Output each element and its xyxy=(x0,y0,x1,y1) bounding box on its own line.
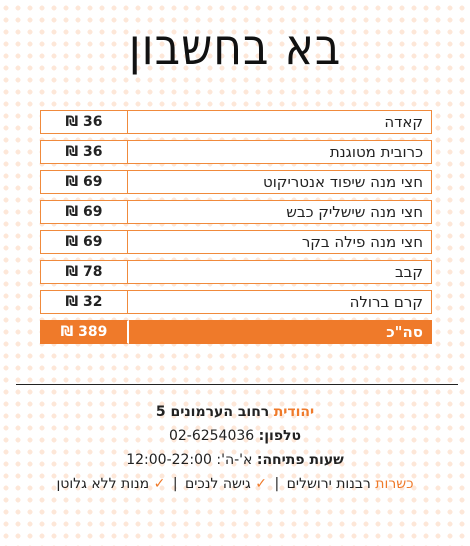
table-row: קאדה 36 ₪ xyxy=(40,110,432,134)
item-price: 69 ₪ xyxy=(40,170,127,194)
phone-line: טלפון: 02-6254036 xyxy=(0,424,470,448)
item-name: חצי מנה פילה בקר xyxy=(127,230,432,254)
item-price: 32 ₪ xyxy=(40,290,127,314)
page-title: בא בחשבון xyxy=(128,18,342,77)
address-line: יהודית רחוב הערמונים 5 xyxy=(0,400,470,424)
total-price: 389 ₪ xyxy=(40,320,129,344)
table-row: חצי מנה שיפוד אנטריקוט 69 ₪ xyxy=(40,170,432,194)
table-row: חצי מנה שישליק כבש 69 ₪ xyxy=(40,200,432,224)
restaurant-info: יהודית רחוב הערמונים 5 טלפון: 02-6254036… xyxy=(0,400,470,496)
item-name: קרם ברולה xyxy=(127,290,432,314)
phone-label: טלפון: xyxy=(258,428,302,444)
table-row: חצי מנה פילה בקר 69 ₪ xyxy=(40,230,432,254)
table-row: קבב 78 ₪ xyxy=(40,260,432,284)
hours-label: שעות פתיחה: xyxy=(256,452,344,468)
address-area: יהודית xyxy=(273,404,315,420)
features-line: כשרות רבנות ירושלים | ✓ גישה לנכים | ✓ מ… xyxy=(0,472,470,496)
check-icon: ✓ xyxy=(255,476,267,492)
check-icon: ✓ xyxy=(153,476,166,492)
phone-value: 02-6254036 xyxy=(168,428,255,444)
item-name: חצי מנה שיפוד אנטריקוט xyxy=(127,170,432,194)
separator: | xyxy=(172,476,178,492)
item-price: 36 ₪ xyxy=(40,140,127,164)
item-price: 78 ₪ xyxy=(40,260,127,284)
total-row: סה"כ 389 ₪ xyxy=(40,320,432,344)
address-street: רחוב הערמונים 5 xyxy=(155,404,270,420)
separator: | xyxy=(274,476,280,492)
hours-line: שעות פתיחה: א'-ה': 12:00-22:00 xyxy=(0,448,470,472)
table-row: קרם ברולה 32 ₪ xyxy=(40,290,432,314)
item-price: 36 ₪ xyxy=(40,110,127,134)
item-name: קבב xyxy=(127,260,432,284)
kashrut-label: כשרות xyxy=(375,476,414,492)
item-price: 69 ₪ xyxy=(40,200,127,224)
divider xyxy=(16,384,458,385)
kashrut-value: רבנות ירושלים xyxy=(286,476,371,492)
bill-table: קאדה 36 ₪ כרובית מטוגנת 36 ₪ חצי מנה שיפ… xyxy=(40,110,432,350)
table-row: כרובית מטוגנת 36 ₪ xyxy=(40,140,432,164)
item-name: קאדה xyxy=(127,110,432,134)
accessibility-label: גישה לנכים xyxy=(185,476,251,492)
item-price: 69 ₪ xyxy=(40,230,127,254)
item-name: כרובית מטוגנת xyxy=(127,140,432,164)
gluten-free-label: מנות ללא גלוטן xyxy=(56,476,150,492)
item-name: חצי מנה שישליק כבש xyxy=(127,200,432,224)
hours-value: א'-ה': 12:00-22:00 xyxy=(126,452,253,468)
total-label: סה"כ xyxy=(129,320,432,344)
